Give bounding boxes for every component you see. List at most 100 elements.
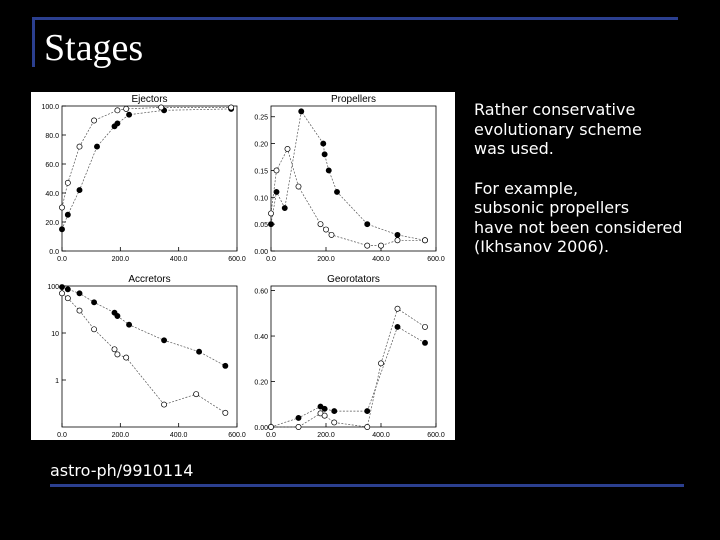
- x-tick-label: 600.0: [427, 256, 445, 263]
- y-tick-label: 0.20: [254, 142, 268, 149]
- data-point: [114, 120, 121, 127]
- x-tick-label: 0.0: [266, 432, 276, 439]
- data-point: [394, 231, 401, 238]
- x-tick-label: 0.0: [266, 256, 276, 263]
- data-point: [91, 299, 98, 306]
- y-tick-label: 0.15: [254, 168, 268, 175]
- y-tick-label: 40.0: [45, 191, 59, 198]
- data-point: [422, 339, 428, 346]
- data-point: [59, 290, 65, 297]
- data-point: [161, 337, 168, 344]
- data-point: [268, 221, 274, 228]
- frame-bottom-line: [50, 484, 684, 487]
- data-point: [158, 104, 165, 111]
- plot-frame: [61, 105, 238, 252]
- data-point: [394, 323, 401, 330]
- data-point: [114, 313, 121, 319]
- y-tick-label: 0.00: [254, 249, 268, 256]
- data-point: [76, 187, 83, 194]
- data-point: [59, 204, 65, 211]
- series-line-1: [61, 108, 232, 230]
- x-tick-label: 200.0: [317, 256, 335, 263]
- data-point: [295, 414, 302, 421]
- series-line-1: [270, 110, 426, 241]
- source-reference: astro-ph/9910114: [50, 461, 194, 480]
- y-tick-label: 100: [47, 284, 59, 291]
- data-point: [364, 424, 371, 430]
- data-point: [364, 242, 371, 249]
- y-tick-label: 0.60: [254, 289, 268, 296]
- data-point: [273, 188, 280, 195]
- series-line-2: [271, 308, 426, 428]
- chart-title: Ejectors: [131, 94, 167, 105]
- data-point: [328, 231, 335, 238]
- chart-2: Propellers 0.0 200.0 400.0 600.0 0.00 0.05 0.10…: [254, 94, 444, 263]
- data-point: [64, 295, 71, 302]
- x-tick-label: 0.0: [57, 432, 67, 439]
- data-point: [268, 210, 274, 217]
- chart-title: Accretors: [128, 274, 170, 285]
- data-point: [321, 405, 328, 412]
- slide-title: Stages: [44, 27, 144, 69]
- x-tick-label: 400.0: [170, 256, 188, 263]
- data-point: [64, 179, 71, 186]
- data-point: [295, 183, 302, 190]
- frame-top-line: [32, 17, 678, 20]
- y-tick-label: 0.0: [49, 249, 59, 256]
- data-point: [422, 323, 428, 330]
- data-point: [91, 326, 98, 333]
- data-point: [268, 424, 274, 430]
- data-point: [64, 211, 71, 218]
- data-point: [321, 151, 328, 158]
- chart-title: Propellers: [331, 94, 376, 105]
- chart-4: Georotators 0.0 200.0 400.0 600.0 0.00 0.20 0.4…: [254, 274, 444, 439]
- data-point: [91, 117, 98, 124]
- data-point: [222, 362, 229, 369]
- series-line-2: [61, 293, 226, 414]
- data-point: [193, 391, 200, 398]
- data-point: [123, 105, 130, 112]
- data-point: [126, 111, 133, 118]
- data-point: [364, 408, 371, 415]
- data-point: [320, 140, 327, 147]
- series-line-1: [270, 326, 426, 428]
- x-tick-label: 400.0: [372, 256, 390, 263]
- data-point: [331, 419, 338, 426]
- data-point: [323, 226, 329, 233]
- y-tick-label: 80.0: [45, 133, 59, 140]
- y-tick-label: 10: [51, 331, 59, 338]
- data-point: [76, 307, 83, 314]
- data-point: [298, 108, 305, 115]
- side-text: Rather conservative evolutionary scheme …: [474, 100, 714, 277]
- data-point: [295, 424, 302, 430]
- data-point: [94, 143, 100, 150]
- charts-svg: Ejectors 0.0 200.0 400.0 600.0 0.0 20.0 40.0 60.…: [41, 94, 444, 439]
- data-point: [123, 354, 130, 361]
- data-point: [378, 242, 384, 249]
- x-tick-label: 200.0: [317, 432, 335, 439]
- data-point: [126, 321, 133, 328]
- data-point: [76, 290, 83, 297]
- y-tick-label: 0.00: [254, 425, 268, 432]
- data-point: [422, 237, 428, 244]
- series-line-2: [61, 107, 232, 208]
- data-point: [273, 167, 280, 174]
- data-point: [334, 188, 340, 195]
- text-block-1: Rather conservative evolutionary scheme …: [474, 100, 642, 158]
- y-tick-label: 0.10: [254, 195, 268, 202]
- chart-1: Ejectors 0.0 200.0 400.0 600.0 0.0 20.0 40.0 60.…: [41, 94, 245, 263]
- plot-frame: [61, 285, 238, 428]
- data-point: [76, 143, 83, 150]
- frame-left-line: [32, 17, 35, 67]
- y-tick-label: 0.40: [254, 334, 268, 341]
- plot-frame: [270, 285, 437, 428]
- y-tick-label: 0.20: [254, 380, 268, 387]
- data-point: [284, 146, 291, 152]
- x-tick-label: 200.0: [112, 432, 130, 439]
- data-point: [114, 107, 121, 114]
- data-point: [161, 401, 168, 408]
- data-point: [331, 408, 338, 415]
- data-point: [378, 360, 384, 367]
- y-tick-label: 20.0: [45, 220, 59, 227]
- data-point: [196, 348, 203, 355]
